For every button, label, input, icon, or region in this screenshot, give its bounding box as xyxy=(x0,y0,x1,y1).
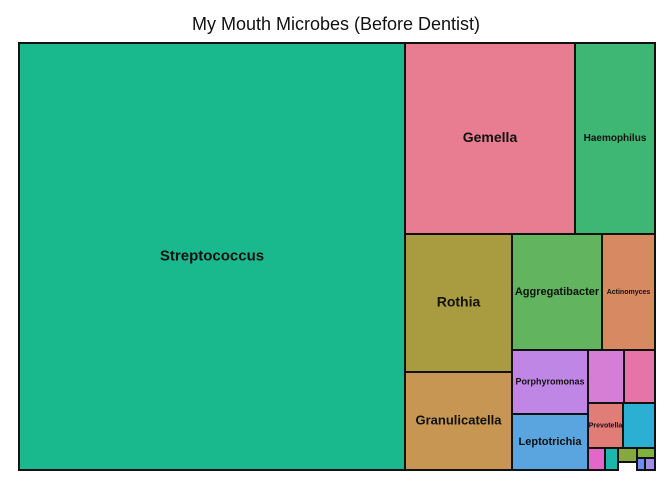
tile-granulicatella xyxy=(404,371,513,471)
tile-aggregatibacter xyxy=(511,233,603,351)
tile-tile-13 xyxy=(622,402,656,449)
tile-label-aggregatibacter: Aggregatibacter xyxy=(515,286,600,298)
tile-label-haemophilus: Haemophilus xyxy=(584,133,647,144)
tile-label-actinomyces: Actinomyces xyxy=(607,289,651,296)
tile-label-leptotrichia: Leptotrichia xyxy=(519,436,583,448)
tile-label-rothia: Rothia xyxy=(437,294,481,310)
tile-label-granulicatella: Granulicatella xyxy=(416,412,503,427)
tile-label-streptococcus: Streptococcus xyxy=(160,247,264,264)
tile-tile-15 xyxy=(604,447,619,471)
tile-tile-14 xyxy=(587,447,606,471)
tile-tile-12 xyxy=(623,349,656,404)
tile-tile-18 xyxy=(644,457,656,471)
tile-tile-19 xyxy=(636,447,656,459)
tile-leptotrichia xyxy=(511,413,589,471)
tile-actinomyces xyxy=(601,233,656,351)
tile-tile-11 xyxy=(587,349,625,404)
tile-label-gemella: Gemella xyxy=(463,129,518,145)
tile-porphyromonas xyxy=(511,349,589,415)
tile-haemophilus xyxy=(574,42,656,235)
tile-tile-17 xyxy=(636,457,646,471)
tile-label-porphyromonas: Porphyromonas xyxy=(515,376,584,386)
tile-label-prevotella: Prevotella xyxy=(589,422,623,429)
chart-title: My Mouth Microbes (Before Dentist) xyxy=(191,14,481,34)
tile-tile-16 xyxy=(617,447,638,463)
